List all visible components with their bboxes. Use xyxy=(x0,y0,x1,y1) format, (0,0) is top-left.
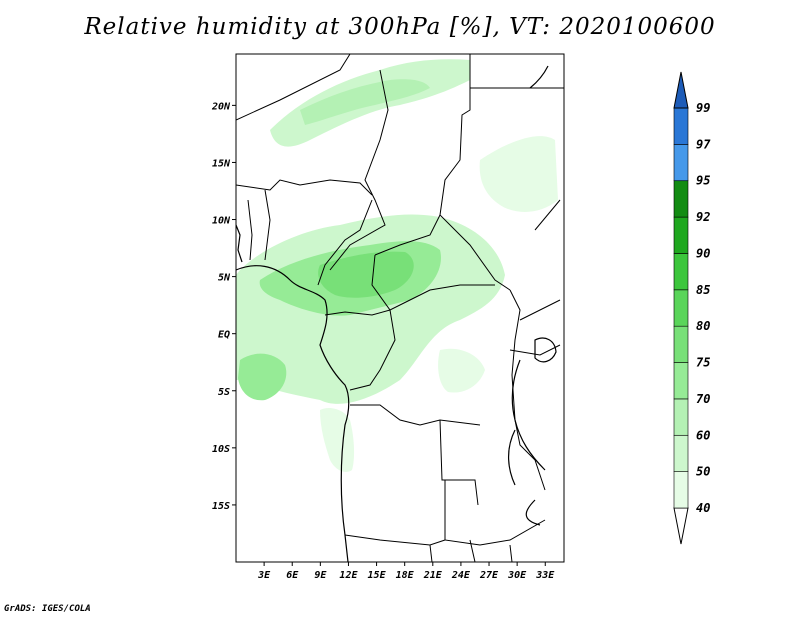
border-congo-drc xyxy=(349,309,396,391)
colorbar-segment xyxy=(673,434,689,472)
coastline-lake-victoria xyxy=(534,337,557,363)
border-car-chad xyxy=(374,214,441,256)
colorbar-segment xyxy=(673,289,689,327)
colorbar-label: 99 xyxy=(696,101,710,115)
humidity-area-sahel-core xyxy=(300,79,430,125)
latitude-axis: 20N 15N 10N 5N EQ 5S 10S 15S xyxy=(211,101,236,512)
colorbar-segment xyxy=(673,398,689,436)
colorbar-segment xyxy=(673,471,689,509)
colorbar-label: 95 xyxy=(696,174,710,188)
colorbar-label: 90 xyxy=(696,246,710,260)
lon-tick-label: 3E xyxy=(257,570,271,581)
border-angola-north xyxy=(350,404,481,426)
lon-tick-label: 9E xyxy=(314,570,327,581)
coastline-west xyxy=(236,224,243,263)
humidity-area-gabon xyxy=(438,348,485,393)
humidity-area-core xyxy=(318,251,414,298)
colorbar-segment xyxy=(673,107,689,145)
colorbar-segment xyxy=(673,180,689,218)
border-chad-sudan xyxy=(439,54,511,291)
lat-tick-label: 10N xyxy=(212,216,231,227)
border-libya-chad xyxy=(236,54,351,121)
lat-tick-label: 10S xyxy=(212,444,230,455)
border-togo xyxy=(247,199,253,261)
border-angola-east xyxy=(439,419,479,506)
colorbar: 40 50 60 70 75 80 85 90 92 95 97 99 xyxy=(673,71,711,545)
colorbar-segment xyxy=(673,325,689,363)
border-nigeria-cameroon xyxy=(317,199,373,286)
colorbar-segment xyxy=(673,144,689,182)
colorbar-label: 85 xyxy=(696,283,710,297)
humidity-area-east xyxy=(479,136,558,212)
border-chad-west xyxy=(329,69,389,271)
border-niger-nigeria xyxy=(236,179,373,196)
colorbar-label: 60 xyxy=(696,428,710,442)
colorbar-label: 75 xyxy=(696,356,710,370)
coastline-gulf xyxy=(236,265,350,562)
colorbar-arrow-high xyxy=(673,71,689,109)
lat-tick-label: 15S xyxy=(212,501,230,512)
map-borders xyxy=(236,54,564,562)
lat-tick-label: EQ xyxy=(218,330,230,341)
coastline-redsea xyxy=(529,65,549,89)
humidity-area-angola xyxy=(320,408,355,472)
border-cameroon-congo xyxy=(324,309,391,316)
colorbar-segment xyxy=(673,362,689,400)
border-angola-south xyxy=(344,534,446,546)
colorbar-label: 92 xyxy=(696,210,710,224)
border-zambia xyxy=(444,480,546,546)
colorbar-arrow-low xyxy=(673,507,689,545)
colorbar-label: 40 xyxy=(696,501,710,515)
lat-tick-label: 20N xyxy=(211,101,231,112)
lon-tick-label: 27E xyxy=(479,570,499,581)
lat-tick-label: 5N xyxy=(218,273,231,284)
lon-tick-label: 30E xyxy=(507,570,527,581)
credit-text: GrADS: IGES/COLA xyxy=(4,604,91,614)
lon-tick-label: 21E xyxy=(423,570,443,581)
colorbar-label: 70 xyxy=(696,392,710,406)
colorbar-segment xyxy=(673,253,689,291)
lat-tick-label: 15N xyxy=(212,158,231,169)
border-drc-east xyxy=(509,289,546,491)
longitude-axis: 3E 6E 9E 12E 15E 18E 21E 24E 27E 30E 33E xyxy=(257,562,555,581)
lat-tick-label: 5S xyxy=(218,387,230,398)
humidity-area-congo-west xyxy=(238,353,287,401)
border-benin xyxy=(264,189,271,261)
colorbar-label: 97 xyxy=(696,137,711,151)
border-southern xyxy=(429,539,513,562)
humidity-fill xyxy=(236,59,558,472)
border-east-africa xyxy=(509,199,561,356)
lon-tick-label: 24E xyxy=(451,570,471,581)
lon-tick-label: 12E xyxy=(339,570,358,581)
lon-tick-label: 15E xyxy=(368,570,387,581)
colorbar-label: 50 xyxy=(696,465,710,479)
colorbar-segment xyxy=(673,216,689,254)
coastline-lake xyxy=(508,359,546,526)
lon-tick-label: 6E xyxy=(286,570,299,581)
colorbar-label: 80 xyxy=(696,319,710,333)
map-frame xyxy=(235,53,565,563)
lon-tick-label: 18E xyxy=(396,570,415,581)
border-car-south xyxy=(371,254,495,311)
chart-title: Relative humidity at 300hPa [%], VT: 202… xyxy=(84,14,716,40)
lon-tick-label: 33E xyxy=(535,570,555,581)
